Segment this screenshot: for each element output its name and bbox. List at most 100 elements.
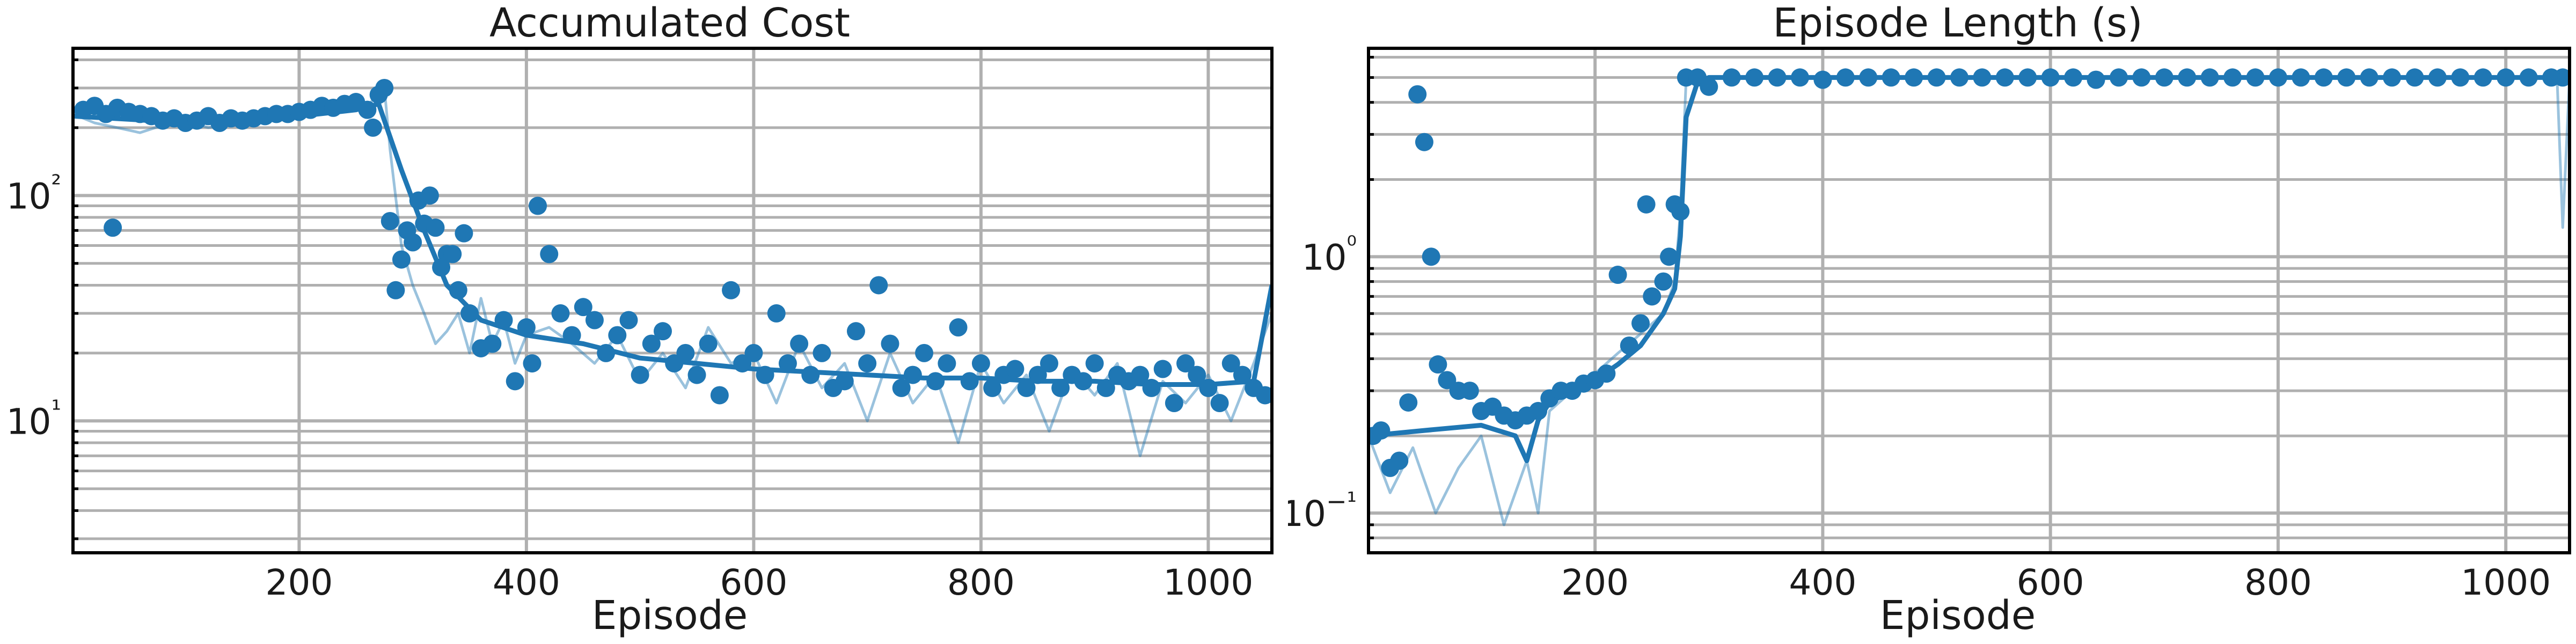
- data-point: [1074, 372, 1093, 391]
- data-point: [1460, 382, 1479, 400]
- data-point: [1006, 360, 1024, 378]
- data-point: [1631, 314, 1650, 333]
- data-point: [2553, 68, 2570, 87]
- data-point: [2428, 68, 2447, 87]
- data-point: [971, 354, 990, 373]
- data-point: [2132, 68, 2151, 87]
- plot-area: [73, 78, 1272, 457]
- data-point: [1836, 68, 1855, 87]
- y-tick-label: 10¹: [6, 394, 61, 442]
- data-point: [1188, 365, 1206, 384]
- data-point: [846, 322, 865, 341]
- data-point: [1372, 421, 1391, 440]
- data-point: [1210, 394, 1229, 413]
- data-point: [1700, 77, 1718, 96]
- data-point: [449, 281, 467, 299]
- data-point: [2268, 68, 2287, 87]
- data-point: [1905, 68, 1923, 87]
- data-point: [2041, 68, 2060, 87]
- data-point: [2223, 68, 2242, 87]
- data-point: [1199, 378, 1218, 397]
- y-tick-label: 10⁰: [1302, 230, 1357, 278]
- data-point: [494, 311, 513, 330]
- data-point: [2087, 70, 2105, 89]
- data-point: [460, 304, 479, 323]
- data-point: [1950, 68, 1968, 87]
- data-point: [2200, 68, 2219, 87]
- data-point: [506, 372, 524, 391]
- data-point: [1859, 68, 1878, 87]
- data-point: [1620, 336, 1638, 355]
- data-point: [642, 334, 661, 353]
- data-point: [375, 78, 394, 97]
- data-point: [585, 311, 604, 330]
- data-point: [1597, 364, 1616, 383]
- axes-frame: [1367, 47, 2571, 554]
- data-point: [1637, 195, 1656, 214]
- data-point: [1415, 133, 1433, 151]
- data-point: [1973, 68, 1992, 87]
- data-point: [426, 218, 445, 237]
- data-point: [2314, 68, 2333, 87]
- grid-lines: [73, 48, 1272, 553]
- data-point: [869, 276, 888, 295]
- data-point: [1408, 85, 1427, 104]
- data-point: [756, 365, 774, 384]
- data-point: [523, 354, 541, 373]
- data-point: [2473, 68, 2492, 87]
- data-point: [529, 196, 547, 215]
- data-point: [1131, 365, 1150, 384]
- data-point: [364, 118, 383, 137]
- data-point: [676, 343, 695, 362]
- chart-title: Accumulated Cost: [489, 0, 850, 46]
- data-point: [1643, 287, 1662, 306]
- data-point: [892, 378, 911, 397]
- data-point: [813, 343, 831, 362]
- data-point: [1051, 378, 1070, 397]
- x-tick-label: 600: [720, 562, 787, 603]
- data-point: [1399, 393, 1418, 412]
- data-point: [455, 224, 473, 243]
- data-point: [1233, 365, 1252, 384]
- data-point: [2405, 68, 2424, 87]
- x-axis-label: Episode: [1880, 592, 2036, 639]
- data-point: [104, 218, 122, 237]
- data-point: [2451, 68, 2470, 87]
- data-point: [420, 186, 439, 205]
- data-point: [790, 334, 809, 353]
- data-point: [983, 378, 1002, 397]
- data-point: [574, 298, 592, 317]
- data-point: [2519, 68, 2538, 87]
- data-point: [1654, 272, 1673, 291]
- accumulated-cost-chart: Accumulated Cost Episode 200 400 600 800 100…: [6, 0, 1274, 639]
- data-point: [903, 365, 922, 384]
- x-tick-label: 800: [947, 562, 1015, 603]
- raw-series-line: [73, 86, 1272, 457]
- data-point: [619, 311, 638, 330]
- data-point: [540, 245, 559, 264]
- x-tick-label: 1000: [1163, 562, 1253, 603]
- data-point: [2360, 68, 2379, 87]
- data-point: [1142, 378, 1161, 397]
- data-point: [1028, 365, 1047, 384]
- data-point: [1745, 68, 1764, 87]
- data-point: [1927, 68, 1946, 87]
- data-point: [1422, 247, 1440, 266]
- data-point: [2292, 68, 2310, 87]
- x-tick-label: 400: [1789, 562, 1856, 603]
- data-point: [778, 354, 797, 373]
- data-point: [2337, 68, 2356, 87]
- x-tick-label: 1000: [2461, 562, 2551, 603]
- data-point: [1995, 68, 2014, 87]
- plot-area: [1368, 68, 2570, 526]
- data-point: [597, 343, 616, 362]
- data-point: [386, 281, 405, 299]
- chart-title: Episode Length (s): [1773, 0, 2142, 46]
- x-tick-label: 200: [1561, 562, 1629, 603]
- data-point: [483, 334, 502, 353]
- data-point: [392, 250, 411, 269]
- x-tick-label: 600: [2017, 562, 2084, 603]
- data-point: [801, 365, 820, 384]
- data-point: [404, 233, 422, 252]
